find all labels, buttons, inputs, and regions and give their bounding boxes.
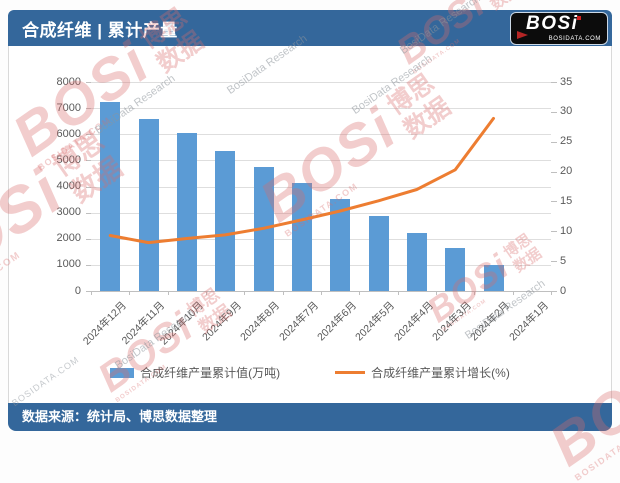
- gridline: [91, 212, 551, 214]
- app-footer: 数据来源：统计局、博思数据整理: [8, 403, 612, 431]
- y-axis-label-right: 15: [560, 194, 573, 207]
- legend-item: 合成纤维产量累计增长(%): [335, 364, 510, 381]
- y-axis-label-right: 30: [560, 105, 573, 118]
- bar-2024年11月: [138, 119, 159, 291]
- y-axis-label-left: 8000: [56, 75, 81, 88]
- y-axis-tick-right: [551, 231, 557, 233]
- bosi-logo-dot-icon: [577, 16, 581, 20]
- y-axis-label-left: 4000: [56, 180, 81, 192]
- y-axis-label-right: 35: [560, 75, 573, 88]
- y-axis-label-left: 3000: [56, 206, 81, 219]
- bosi-logo-text: BOSi: [526, 13, 579, 34]
- bar-2024年5月: [368, 215, 389, 291]
- y-axis-label-left: 7000: [56, 101, 81, 114]
- y-axis-label-right: 10: [560, 224, 573, 237]
- y-axis-tick-left: [86, 264, 91, 266]
- legend-label: 合成纤维产量累计增长(%): [371, 366, 510, 380]
- y-axis-tick-left: [86, 134, 91, 136]
- gridline: [91, 82, 551, 83]
- x-axis-tick: [359, 291, 361, 295]
- y-axis-label-left: 5000: [56, 153, 81, 166]
- x-axis-label-text: 2024年7月: [276, 299, 321, 344]
- y-axis-tick-right: [551, 82, 557, 83]
- x-axis-label-text: 2024年2月: [468, 299, 513, 344]
- y-axis-tick-left: [86, 108, 91, 110]
- x-axis-tick: [436, 291, 437, 295]
- data-source-label: 数据来源：统计局、博思数据整理: [22, 409, 218, 424]
- bar-2024年3月: [445, 247, 466, 291]
- bar-2024年2月: [483, 264, 504, 291]
- y-axis-tick-right: [551, 201, 557, 203]
- y-axis-tick-right: [551, 291, 557, 292]
- bar-2024年4月: [406, 232, 427, 291]
- y-axis-tick-right: [551, 261, 557, 263]
- gridline: [91, 238, 551, 240]
- y-axis-tick-left: [86, 160, 91, 162]
- y-axis-label-left: 1000: [56, 258, 81, 271]
- bar-2024年7月: [291, 182, 312, 291]
- x-axis-tick: [551, 291, 552, 295]
- x-axis-tick: [244, 291, 246, 295]
- y-axis-tick-right: [551, 141, 557, 143]
- x-axis-tick: [321, 291, 322, 295]
- x-axis-tick: [129, 291, 131, 295]
- y-axis-tick-right: [551, 111, 557, 113]
- x-axis-tick: [282, 291, 284, 295]
- y-axis-label-right: 25: [560, 135, 573, 148]
- x-axis-tick: [512, 291, 514, 295]
- bar-2024年12月: [100, 102, 121, 291]
- bar-2024年10月: [176, 133, 197, 291]
- growth-line: [108, 116, 495, 245]
- y-axis-tick-left: [86, 291, 91, 292]
- x-axis-label-text: 2024年9月: [200, 299, 245, 344]
- legend-bar-swatch-icon: [110, 367, 135, 378]
- y-axis-tick-left: [86, 82, 91, 83]
- legend: 合成纤维产量累计值(万吨) 合成纤维产量累计增长(%): [9, 364, 611, 381]
- y-axis-label-right: 20: [560, 165, 573, 178]
- x-axis-label-text: 2024年5月: [353, 299, 398, 344]
- gridline: [91, 264, 551, 266]
- x-axis-tick: [91, 291, 92, 295]
- y-axis-tick-left: [86, 238, 91, 240]
- x-axis-tick: [206, 291, 207, 295]
- chart-panel: 0 1000 2000 3000 4000 5000 6000 7000 8000 0 5 10 15 2…: [8, 46, 612, 403]
- y-axis-tick-right: [551, 171, 557, 173]
- y-axis-label-right: 0: [560, 284, 567, 297]
- y-axis-label-left: 2000: [56, 232, 81, 245]
- y-axis-label-right: 5: [560, 254, 567, 267]
- bar-2024年9月: [215, 151, 236, 291]
- y-axis-label-left: 6000: [56, 127, 81, 140]
- page-title: 合成纤维 | 累计产量: [22, 20, 178, 40]
- bosi-logo: BOSi BOSIDATA.COM: [511, 13, 607, 44]
- y-axis-label-left: 0: [74, 284, 81, 297]
- app-header: 合成纤维 | 累计产量 BOSi BOSIDATA.COM: [8, 10, 612, 46]
- gridline: [91, 160, 551, 162]
- bosi-logo-arrow-icon: [517, 31, 528, 39]
- gridline: [91, 186, 551, 188]
- x-axis-tick: [474, 291, 476, 295]
- legend-item: 合成纤维产量累计值(万吨): [110, 364, 280, 381]
- x-axis-label-text: 2024年3月: [430, 299, 475, 344]
- gridline: [91, 134, 551, 136]
- x-axis-tick: [167, 291, 169, 295]
- x-axis-label-text: 2024年6月: [315, 299, 360, 344]
- legend-line-swatch-icon: [335, 371, 366, 374]
- x-axis-label-text: 2024年4月: [391, 299, 436, 344]
- x-axis-label-text: 2024年8月: [238, 299, 283, 344]
- gridline: [91, 108, 551, 110]
- bosi-logo-domain: BOSIDATA.COM: [548, 36, 601, 42]
- legend-label: 合成纤维产量累计值(万吨): [140, 366, 281, 380]
- y-axis-tick-left: [86, 186, 91, 188]
- y-axis-tick-left: [86, 212, 91, 214]
- bar-2024年6月: [330, 198, 351, 291]
- x-axis-label-text: 2024年1月: [506, 299, 551, 344]
- x-axis-tick: [397, 291, 399, 295]
